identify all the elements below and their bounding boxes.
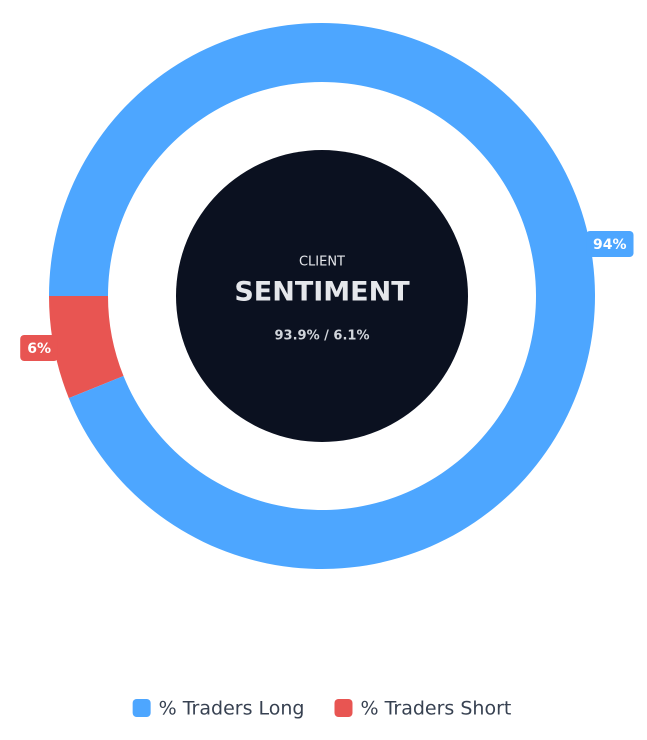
badge-bg <box>586 231 634 258</box>
value-label: 6% <box>27 341 51 357</box>
center-disc <box>176 150 468 442</box>
slice <box>49 296 124 399</box>
legend-item: % Traders Long <box>132 698 305 720</box>
value-label: 94% <box>593 237 627 253</box>
center-title: SENTIMENT <box>234 277 410 308</box>
badge-bg <box>20 334 58 361</box>
center-label: CLIENT <box>299 255 345 270</box>
legend-label: % Traders Long <box>159 698 305 720</box>
legend-swatch <box>132 699 151 717</box>
value-label-badge: 6% <box>20 334 58 361</box>
legend-swatch <box>334 699 353 717</box>
center-subtitle: 93.9% / 6.1% <box>275 329 370 344</box>
legend-item: % Traders Short <box>334 698 511 720</box>
legend-label: % Traders Short <box>360 698 511 720</box>
value-label-badge: 94% <box>586 231 634 258</box>
